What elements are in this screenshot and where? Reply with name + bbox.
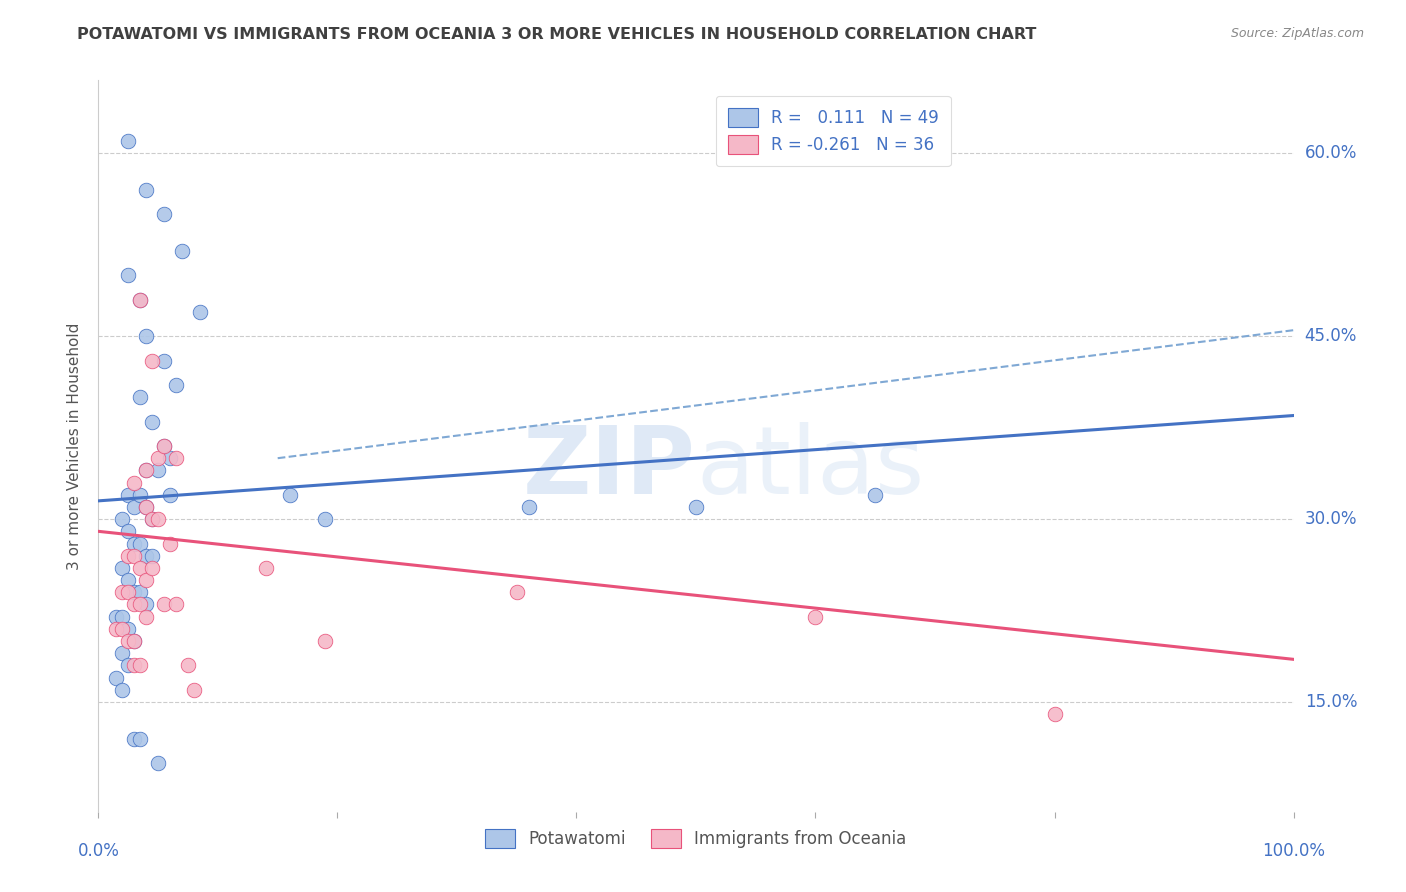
- Point: [124, 475, 146, 490]
- Point: [111, 561, 134, 575]
- Point: [153, 439, 176, 453]
- Point: [117, 524, 139, 539]
- Point: [117, 268, 139, 283]
- Point: [124, 731, 146, 746]
- Point: [254, 561, 277, 575]
- Point: [159, 451, 181, 466]
- Text: Source: ZipAtlas.com: Source: ZipAtlas.com: [1230, 27, 1364, 40]
- Point: [135, 463, 157, 477]
- Point: [124, 634, 146, 648]
- Text: 100.0%: 100.0%: [1263, 842, 1324, 860]
- Point: [135, 463, 157, 477]
- Point: [1043, 707, 1066, 722]
- Point: [165, 451, 187, 466]
- Point: [117, 658, 139, 673]
- Point: [188, 305, 211, 319]
- Point: [129, 488, 152, 502]
- Point: [141, 415, 163, 429]
- Text: ZIP: ZIP: [523, 422, 696, 514]
- Point: [129, 598, 152, 612]
- Point: [129, 293, 152, 307]
- Point: [124, 634, 146, 648]
- Point: [105, 609, 128, 624]
- Point: [506, 585, 529, 599]
- Point: [105, 671, 128, 685]
- Point: [517, 500, 540, 514]
- Point: [111, 609, 134, 624]
- Point: [159, 536, 181, 550]
- Point: [129, 390, 152, 404]
- Point: [148, 451, 170, 466]
- Point: [183, 682, 205, 697]
- Point: [141, 512, 163, 526]
- Point: [148, 512, 170, 526]
- Point: [111, 512, 134, 526]
- Point: [159, 488, 181, 502]
- Text: atlas: atlas: [696, 422, 924, 514]
- Point: [315, 634, 337, 648]
- Point: [165, 378, 187, 392]
- Point: [141, 353, 163, 368]
- Point: [129, 536, 152, 550]
- Point: [111, 585, 134, 599]
- Point: [804, 609, 827, 624]
- Point: [124, 585, 146, 599]
- Point: [124, 549, 146, 563]
- Point: [685, 500, 707, 514]
- Point: [117, 134, 139, 148]
- Point: [111, 682, 134, 697]
- Text: 0.0%: 0.0%: [77, 842, 120, 860]
- Point: [148, 463, 170, 477]
- Point: [141, 561, 163, 575]
- Point: [135, 549, 157, 563]
- Point: [117, 573, 139, 587]
- Point: [135, 598, 157, 612]
- Point: [117, 622, 139, 636]
- Point: [129, 585, 152, 599]
- Point: [129, 658, 152, 673]
- Text: 15.0%: 15.0%: [1305, 693, 1357, 711]
- Point: [153, 598, 176, 612]
- Point: [865, 488, 887, 502]
- Point: [124, 500, 146, 514]
- Point: [153, 207, 176, 221]
- Point: [105, 622, 128, 636]
- Point: [124, 658, 146, 673]
- Point: [135, 183, 157, 197]
- Point: [135, 500, 157, 514]
- Legend: Potawatomi, Immigrants from Oceania: Potawatomi, Immigrants from Oceania: [478, 822, 914, 855]
- Point: [141, 512, 163, 526]
- Point: [153, 353, 176, 368]
- Point: [124, 598, 146, 612]
- Text: 60.0%: 60.0%: [1305, 145, 1357, 162]
- Point: [129, 731, 152, 746]
- Point: [135, 609, 157, 624]
- Point: [111, 622, 134, 636]
- Point: [117, 634, 139, 648]
- Point: [111, 646, 134, 660]
- Point: [124, 536, 146, 550]
- Point: [117, 549, 139, 563]
- Point: [315, 512, 337, 526]
- Point: [135, 500, 157, 514]
- Point: [129, 293, 152, 307]
- Text: 30.0%: 30.0%: [1305, 510, 1357, 528]
- Point: [117, 488, 139, 502]
- Y-axis label: 3 or more Vehicles in Household: 3 or more Vehicles in Household: [67, 322, 83, 570]
- Point: [129, 561, 152, 575]
- Point: [177, 658, 200, 673]
- Text: 45.0%: 45.0%: [1305, 327, 1357, 345]
- Point: [135, 329, 157, 343]
- Point: [141, 549, 163, 563]
- Text: POTAWATOMI VS IMMIGRANTS FROM OCEANIA 3 OR MORE VEHICLES IN HOUSEHOLD CORRELATIO: POTAWATOMI VS IMMIGRANTS FROM OCEANIA 3 …: [77, 27, 1036, 42]
- Point: [172, 244, 194, 258]
- Point: [148, 756, 170, 770]
- Point: [135, 573, 157, 587]
- Point: [117, 585, 139, 599]
- Point: [153, 439, 176, 453]
- Point: [165, 598, 187, 612]
- Point: [278, 488, 301, 502]
